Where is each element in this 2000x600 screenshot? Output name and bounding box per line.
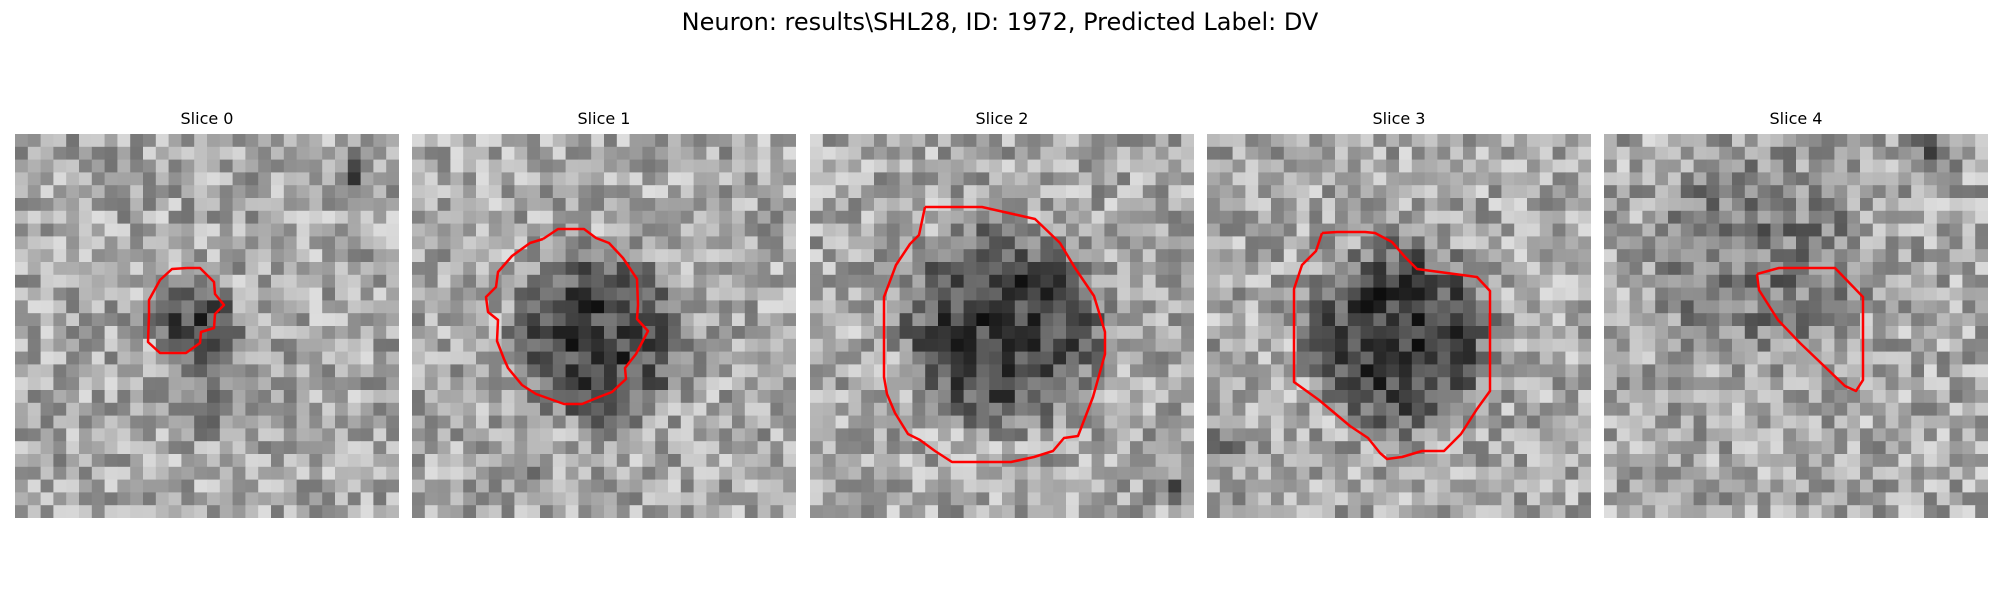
slice-title-3: Slice 3 [1372, 109, 1426, 128]
roi-outline-4 [1755, 266, 1865, 393]
roi-outline-2 [882, 205, 1107, 464]
roi-outline-0 [146, 266, 226, 355]
figure-title: Neuron: results\SHL28, ID: 1972, Predict… [681, 8, 1319, 36]
slice-image-1 [412, 134, 796, 518]
slice-image-4 [1604, 134, 1988, 518]
slice-title-1: Slice 1 [577, 109, 631, 128]
slice-title-0: Slice 0 [180, 109, 234, 128]
roi-outline-3 [1292, 230, 1492, 461]
roi-outline-1 [484, 227, 650, 406]
slice-image-3 [1207, 134, 1591, 518]
slice-image-0 [15, 134, 399, 518]
slice-title-4: Slice 4 [1769, 109, 1823, 128]
slice-title-2: Slice 2 [975, 109, 1029, 128]
slice-image-2 [810, 134, 1194, 518]
